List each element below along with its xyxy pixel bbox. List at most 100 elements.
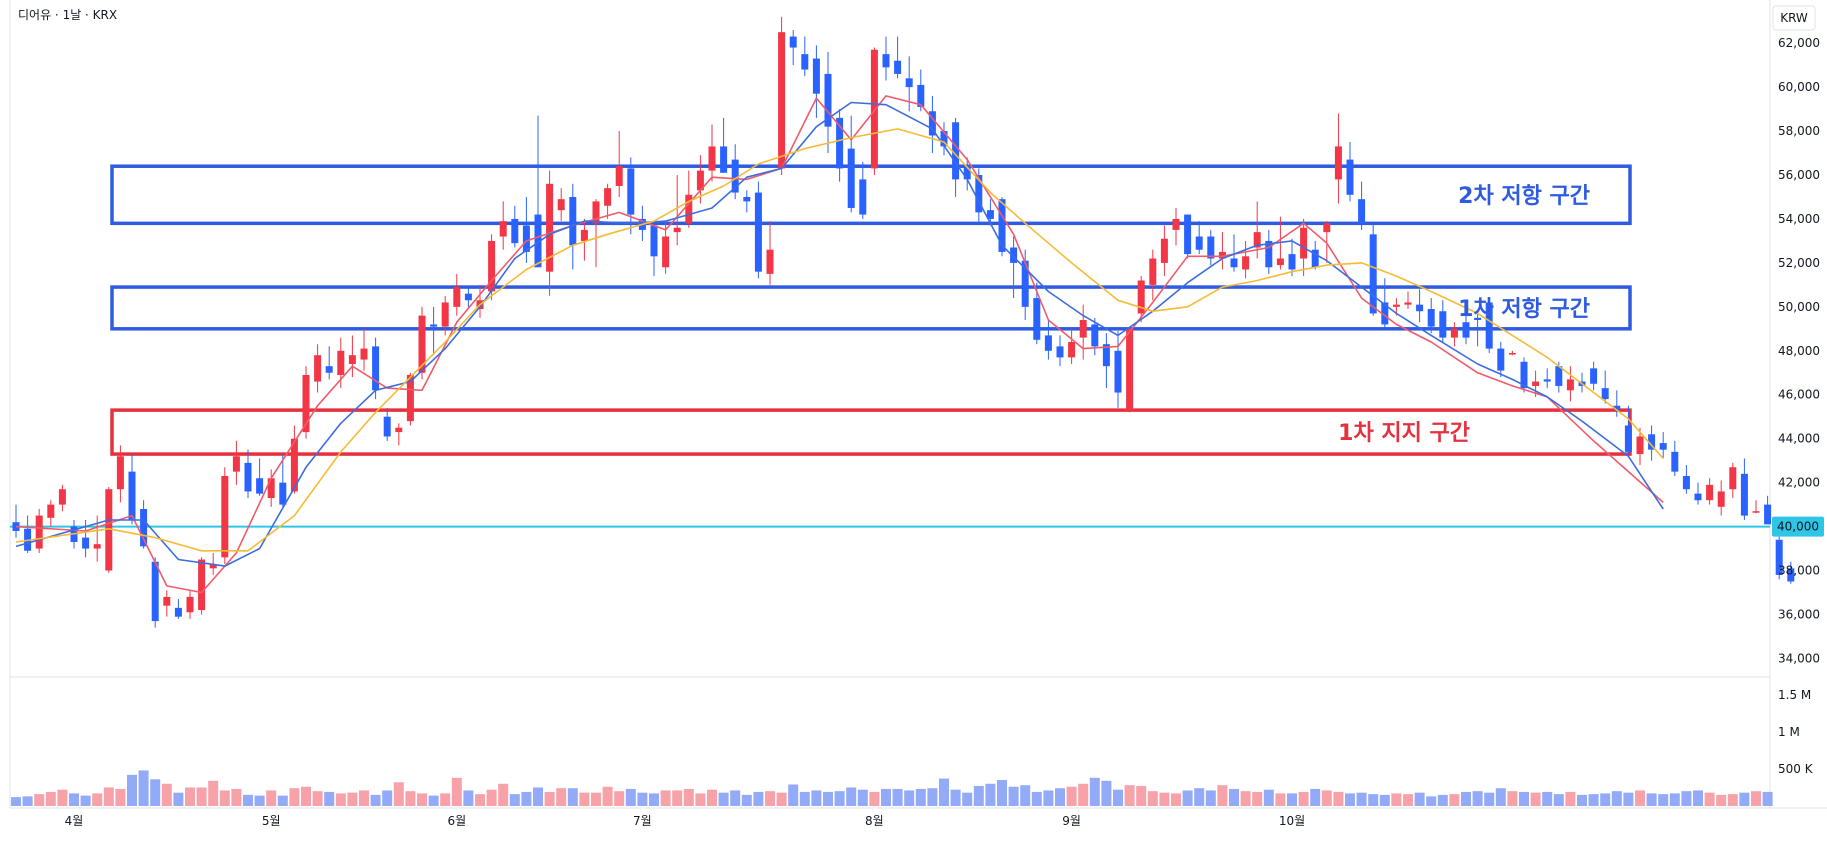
candle-body[interactable] <box>650 225 658 257</box>
candle-body[interactable] <box>1195 236 1203 250</box>
candle-body[interactable] <box>546 183 554 272</box>
candle-body[interactable] <box>1764 504 1772 525</box>
candle-body[interactable] <box>952 122 960 180</box>
candle-body[interactable] <box>963 166 971 180</box>
candle-body[interactable] <box>1543 379 1551 382</box>
candle-body[interactable] <box>685 194 693 224</box>
zone-box[interactable] <box>110 285 1632 331</box>
candle-body[interactable] <box>1265 240 1273 268</box>
candle-body[interactable] <box>325 366 333 373</box>
candle-body[interactable] <box>696 170 704 191</box>
candle-body[interactable] <box>1126 328 1134 411</box>
candle-body[interactable] <box>801 54 809 70</box>
candle-body[interactable] <box>256 478 264 494</box>
candle-body[interactable] <box>1091 324 1099 347</box>
candle-body[interactable] <box>836 117 844 169</box>
candle-body[interactable] <box>824 73 832 127</box>
candle-body[interactable] <box>35 515 43 549</box>
candle-body[interactable] <box>534 214 542 268</box>
candle-body[interactable] <box>1717 491 1725 507</box>
candle-body[interactable] <box>267 478 275 499</box>
candle-body[interactable] <box>1520 361 1528 389</box>
candle-body[interactable] <box>1485 302 1493 349</box>
candle-body[interactable] <box>1532 381 1540 386</box>
candle-body[interactable] <box>673 227 681 233</box>
candle-body[interactable] <box>1334 146 1342 180</box>
candle-body[interactable] <box>580 229 588 241</box>
candle-body[interactable] <box>592 201 600 224</box>
candle-body[interactable] <box>743 196 751 202</box>
candle-body[interactable] <box>279 482 287 505</box>
candle-body[interactable] <box>464 293 472 301</box>
candle-body[interactable] <box>1706 484 1714 501</box>
candle-body[interactable] <box>105 489 113 571</box>
candle-body[interactable] <box>418 315 426 373</box>
candle-body[interactable] <box>1033 298 1041 340</box>
candle-body[interactable] <box>1694 493 1702 501</box>
candle-body[interactable] <box>1508 352 1516 355</box>
currency-box[interactable] <box>1772 5 1816 31</box>
candle-body[interactable] <box>1160 238 1168 263</box>
candle-body[interactable] <box>905 78 913 88</box>
candle-body[interactable] <box>1218 251 1226 259</box>
candle-body[interactable] <box>1172 218 1180 230</box>
candle-body[interactable] <box>163 596 171 606</box>
candle-body[interactable] <box>1242 256 1250 270</box>
candle-body[interactable] <box>731 159 739 193</box>
candle-body[interactable] <box>1381 302 1389 325</box>
candle-body[interactable] <box>232 456 240 472</box>
candle-body[interactable] <box>58 489 66 505</box>
candle-body[interactable] <box>1682 476 1690 490</box>
candle-body[interactable] <box>720 146 728 173</box>
candle-body[interactable] <box>1416 304 1424 312</box>
candle-body[interactable] <box>1056 346 1064 358</box>
candle-body[interactable] <box>604 188 612 206</box>
candle-body[interactable] <box>1624 425 1632 452</box>
candle-body[interactable] <box>627 168 635 215</box>
candle-body[interactable] <box>12 522 20 531</box>
candle-body[interactable] <box>1729 467 1737 490</box>
candle-body[interactable] <box>1427 309 1435 327</box>
candle-body[interactable] <box>1648 434 1656 450</box>
candle-body[interactable] <box>615 166 623 186</box>
candle-body[interactable] <box>1555 366 1563 386</box>
candle-body[interactable] <box>314 355 322 382</box>
candle-body[interactable] <box>1462 322 1470 338</box>
candle-body[interactable] <box>1450 328 1458 338</box>
candle-body[interactable] <box>1636 436 1644 455</box>
candle-body[interactable] <box>383 416 391 437</box>
candle-body[interactable] <box>882 54 890 68</box>
candle-body[interactable] <box>209 563 217 569</box>
candle-body[interactable] <box>812 58 820 94</box>
candle-body[interactable] <box>1311 249 1319 268</box>
candle-body[interactable] <box>1497 348 1505 371</box>
candle-body[interactable] <box>1184 214 1192 255</box>
candle-body[interactable] <box>1149 258 1157 285</box>
candle-body[interactable] <box>1079 320 1087 338</box>
candle-body[interactable] <box>1439 311 1447 338</box>
candle-body[interactable] <box>998 199 1006 252</box>
candle-body[interactable] <box>128 471 136 520</box>
candle-body[interactable] <box>569 196 577 246</box>
candle-body[interactable] <box>1114 350 1122 393</box>
candle-body[interactable] <box>174 607 182 617</box>
candle-body[interactable] <box>82 537 90 549</box>
candle-body[interactable] <box>894 60 902 74</box>
candle-body[interactable] <box>1590 368 1598 384</box>
candle-body[interactable] <box>395 427 403 433</box>
candle-body[interactable] <box>1601 388 1609 400</box>
candle-body[interactable] <box>870 49 878 169</box>
candle-body[interactable] <box>1010 247 1018 263</box>
candle-body[interactable] <box>186 596 194 613</box>
candle-body[interactable] <box>116 456 124 490</box>
candle-body[interactable] <box>511 218 519 244</box>
candle-body[interactable] <box>1276 258 1284 266</box>
candle-body[interactable] <box>1102 344 1110 367</box>
candle-body[interactable] <box>847 148 855 208</box>
candle-body[interactable] <box>453 287 461 307</box>
candle-body[interactable] <box>1566 379 1574 391</box>
candle-body[interactable] <box>940 131 948 147</box>
candle-body[interactable] <box>302 374 310 433</box>
candle-body[interactable] <box>1671 451 1679 472</box>
